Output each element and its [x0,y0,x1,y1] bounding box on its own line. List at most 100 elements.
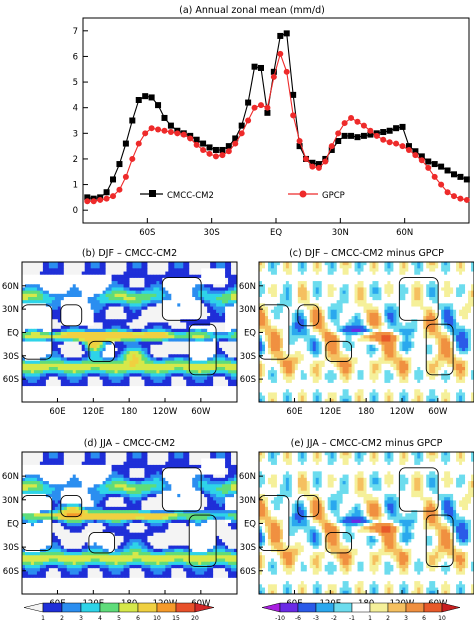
map-cell [276,281,281,285]
map-cell [108,386,112,390]
map-cell [87,297,92,301]
map-cell [381,268,385,272]
map-cell [321,281,326,285]
map-cell [261,312,266,317]
map-cell [54,325,59,330]
map-cell [384,297,388,301]
map-cell [159,382,163,387]
map-cell [195,309,199,314]
map-cell [168,265,172,269]
map-cell [459,268,463,272]
map-cell [273,287,278,292]
map-cell [171,395,175,400]
map-cell [75,354,80,358]
map-cell [159,363,163,368]
map-cell [297,281,302,285]
map-cell [399,274,403,279]
map-cell [189,325,193,330]
map-cell [39,293,44,298]
map-cell [156,370,160,374]
map-cell [99,392,104,397]
map-cell [195,386,199,390]
map-cell [201,386,205,390]
map-cell [201,287,205,292]
map-cell [78,284,83,288]
map-cell [423,265,427,269]
map-cell [390,290,394,295]
map-cell [327,306,332,311]
map-cell [111,335,115,339]
map-cell [27,281,32,285]
map-cell [372,332,376,336]
map-cell [282,268,287,272]
map-cell [102,338,107,342]
map-cell [96,370,101,374]
map-cell [219,271,223,276]
map-cell [78,316,83,320]
map-cell [198,328,202,333]
map-cell [162,370,166,374]
map-cell [51,319,56,323]
map-cell [159,316,163,320]
y-tick-label: 5 [73,78,78,88]
map-cell [60,274,65,279]
map-cell [291,325,296,330]
map-cell [372,328,376,333]
map-cell [357,325,361,330]
map-cell [189,357,193,362]
map-cell [288,297,293,301]
map-cell [330,306,335,311]
map-cell [297,328,302,333]
data-point-gpcp [84,198,91,205]
map-cell [144,347,148,352]
map-cell [126,332,130,336]
map-cell [174,398,178,403]
map-cell [234,395,238,400]
map-cell [471,262,474,266]
map-cell [429,274,433,279]
map-cell [156,312,160,317]
map-cell [39,312,44,317]
map-cell [192,335,196,339]
map-cell [348,316,352,320]
map-cell [219,284,223,288]
map-cell [114,335,118,339]
data-point-gpcp [103,195,110,202]
map-cell [135,300,139,304]
map-cell [168,395,172,400]
map-cell [108,360,112,365]
map-cell [210,284,214,288]
data-point-gpcp [303,155,310,162]
data-point-gpcp [399,143,406,150]
map-cell [369,287,373,292]
map-cell [156,363,160,368]
map-cell [345,316,349,320]
map-cell [195,316,199,320]
map-cell [45,281,50,285]
map-cell [192,382,196,387]
map-cell [138,398,142,403]
map-cell [39,281,44,285]
map-cell [183,303,187,307]
map-cell [267,328,272,333]
map-cell [87,341,92,346]
map-cell [351,325,355,330]
map-cell [57,277,62,282]
map-cell [333,328,338,333]
map-cell [93,338,98,342]
map-cell [333,290,338,295]
map-cell [141,332,145,336]
map-cell [22,271,26,276]
map-cell [414,297,418,301]
map-cell [408,322,412,327]
map-cell [141,268,145,272]
map-cell [441,297,445,301]
map-cell [225,398,229,403]
map-cell [69,392,74,397]
map-cell [348,328,352,333]
map-cell [96,274,101,279]
map-cell [279,332,284,336]
map-cell [45,306,50,311]
map-cell [453,274,457,279]
map-cell [87,293,92,298]
